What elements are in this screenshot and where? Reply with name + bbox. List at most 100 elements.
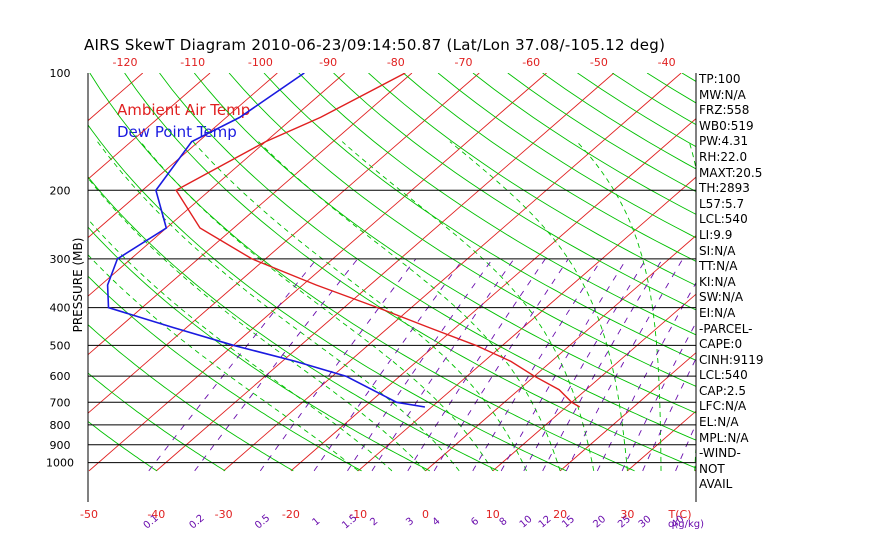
mixing-ratio-line [642, 357, 696, 472]
bottom-temp-tick-label: -30 [215, 508, 233, 521]
mixing-ratio-label: 1 [311, 516, 323, 529]
isotherm-line [492, 293, 696, 472]
dry-adiabat-line [193, 73, 696, 414]
stat-item: LI:9.9 [699, 227, 733, 242]
mixing-ratio-label: 0.2 [187, 513, 206, 532]
pressure-tick-label: 300 [50, 253, 71, 266]
top-temp-tick-label: -90 [319, 56, 337, 69]
moist-adiabat-line [192, 141, 527, 472]
top-temp-tick-label: -80 [387, 56, 405, 69]
bottom-temp-tick-label: -10 [349, 508, 367, 521]
stat-item: MW:N/A [699, 87, 746, 102]
dry-adiabat-line [403, 73, 696, 262]
isotherm-line [88, 73, 480, 414]
pressure-tick-label: 100 [50, 67, 71, 80]
pressure-tick-label: 600 [50, 370, 71, 383]
top-temp-tick-label: -110 [180, 56, 205, 69]
isotherm-line [425, 235, 696, 472]
air-temp-profile [175, 73, 581, 408]
dry-adiabat-line [333, 73, 696, 311]
pressure-tick-label: 500 [50, 339, 71, 352]
mixing-ratio-label: 6 [469, 516, 481, 529]
isotherm-line [156, 73, 615, 472]
stat-item: PW:4.31 [699, 134, 749, 149]
dry-adiabat-line [88, 420, 158, 472]
stat-item: CINH:9119 [699, 352, 764, 367]
top-temp-tick-label: -40 [658, 56, 676, 69]
stat-item: TP:100 [699, 72, 741, 86]
top-temp-tick-label: -100 [248, 56, 273, 69]
stat-item: CAPE:0 [699, 337, 743, 352]
bottom-temp-tick-label: -40 [147, 508, 165, 521]
stat-item: KI:N/A [699, 274, 736, 289]
y-axis-label: PRESSURE (MB) [71, 238, 85, 333]
stat-item: SI:N/A [699, 243, 736, 258]
top-temp-tick-label: -60 [522, 56, 540, 69]
dew-point-profile [106, 73, 426, 408]
stat-item: L57:5.7 [699, 196, 745, 211]
dry-adiabat-line [437, 73, 696, 239]
mixing-ratio-label: 2 [368, 516, 380, 529]
stat-item: AVAIL [699, 477, 733, 492]
pressure-tick-label: 900 [50, 439, 71, 452]
mixing-ratio-line [371, 258, 515, 472]
mixing-ratio-line [347, 258, 493, 472]
mixing-ratio-line [407, 258, 546, 472]
isotherm-line [88, 73, 413, 356]
mixing-ratio-unit-label: q(g/kg) [668, 519, 704, 530]
isotherm-line [88, 73, 211, 180]
stat-item: CAP:2.5 [699, 383, 746, 398]
stat-item: -PARCEL- [699, 321, 753, 336]
stat-item: FRZ:558 [699, 103, 750, 118]
mixing-ratio-label: 30 [637, 514, 654, 531]
isotherm-line [88, 73, 345, 297]
stat-item: NOT [699, 461, 725, 476]
mixing-ratio-label: 10 [518, 514, 535, 531]
moist-adiabat-line [258, 141, 561, 471]
isotherm-line [88, 73, 278, 239]
stat-item: EI:N/A [699, 305, 736, 320]
mixing-ratio-line [259, 258, 417, 472]
bottom-temp-tick-label: 20 [553, 508, 567, 521]
isotherm-line [290, 118, 696, 472]
bottom-temp-tick-label: -50 [80, 508, 98, 521]
dry-adiabat-line [88, 226, 431, 472]
stat-item: LFC:N/A [699, 399, 747, 414]
dry-adiabat-line [228, 73, 696, 387]
mixing-ratio-line [596, 281, 696, 472]
mixing-ratio-line [621, 321, 696, 472]
pressure-tick-label: 700 [50, 396, 71, 409]
bottom-temp-tick-label: -20 [282, 508, 300, 521]
moist-adiabat-line [449, 141, 628, 471]
moist-adiabat-line [88, 177, 426, 472]
isotherm-line [88, 73, 547, 472]
dry-adiabat-line [368, 73, 696, 286]
stat-item: MAXT:20.5 [699, 165, 763, 180]
pressure-tick-label: 1000 [46, 457, 74, 470]
moist-adiabat-line [341, 141, 595, 471]
isotherm-line [357, 176, 696, 472]
mixing-ratio-line [313, 258, 464, 472]
pressure-tick-label: 200 [50, 184, 71, 197]
mixing-ratio-label: 0.5 [253, 513, 272, 532]
mixing-ratio-label: 12 [537, 514, 554, 531]
mixing-ratio-line [433, 258, 569, 472]
dry-adiabat-line [89, 73, 635, 472]
mixing-ratio-line [565, 258, 684, 472]
isotherm-line [559, 352, 696, 472]
stat-item: RH:22.0 [699, 149, 748, 164]
mixing-ratio-line [194, 258, 358, 472]
isotherm-line [0, 73, 75, 471]
stat-item: EL:N/A [699, 415, 739, 430]
dry-adiabat-line [88, 324, 294, 472]
dry-adiabat-line [263, 73, 696, 361]
isobars [88, 189, 696, 464]
mixing-ratio-label: 3 [404, 516, 416, 529]
stat-item: -WIND- [699, 446, 741, 461]
legend-air-temp: Ambient Air Temp [117, 101, 251, 119]
dry-adiabat-line [88, 124, 567, 472]
stat-item: SW:N/A [699, 290, 744, 305]
top-temp-tick-label: -120 [113, 56, 138, 69]
